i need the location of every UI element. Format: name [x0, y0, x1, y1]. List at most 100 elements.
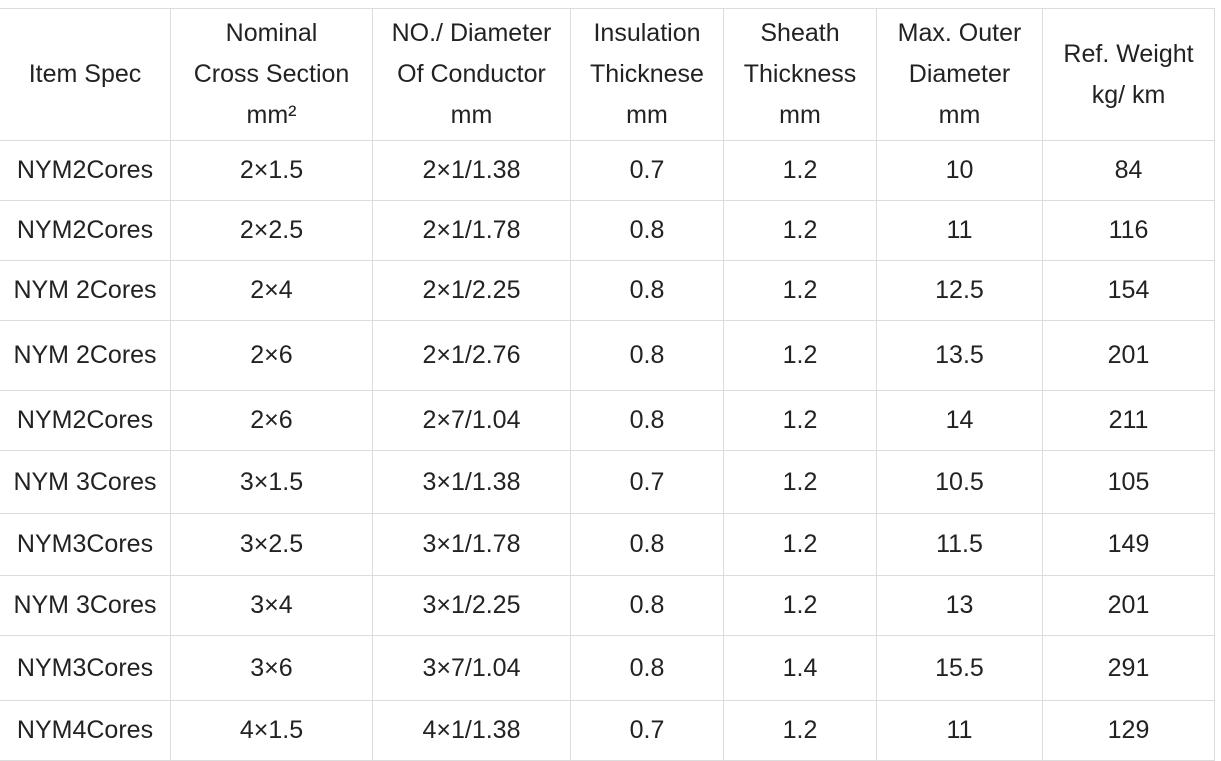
- table-cell: NYM2Cores: [0, 390, 171, 451]
- table-cell: 3×7/1.04: [372, 635, 571, 701]
- header-cell: Item Spec: [0, 8, 171, 141]
- table-cell: 3×1/2.25: [372, 575, 571, 636]
- table-cell: NYM 3Cores: [0, 450, 171, 514]
- table-cell: 1.4: [723, 635, 877, 701]
- table-cell: 2×2.5: [170, 200, 373, 261]
- table-cell: NYM3Cores: [0, 513, 171, 576]
- table-row: NYM 2Cores 2×6 2×1/2.76 0.8 1.2 13.5 201: [0, 320, 1215, 391]
- header-cell: NO./ Diameter Of Conductor mm: [372, 8, 571, 141]
- table-cell: 14: [876, 390, 1043, 451]
- header-cell: Ref. Weight kg/ km: [1042, 8, 1215, 141]
- table-cell: NYM3Cores: [0, 635, 171, 701]
- table-cell: 2×1.5: [170, 140, 373, 201]
- table-cell: 2×1/1.38: [372, 140, 571, 201]
- table-row: NYM2Cores 2×6 2×7/1.04 0.8 1.2 14 211: [0, 390, 1215, 451]
- table-cell: NYM 2Cores: [0, 320, 171, 391]
- table-cell: 149: [1042, 513, 1215, 576]
- table-row: NYM3Cores 3×2.5 3×1/1.78 0.8 1.2 11.5 149: [0, 513, 1215, 576]
- table-cell: 1.2: [723, 140, 877, 201]
- table-row: NYM 3Cores 3×4 3×1/2.25 0.8 1.2 13 201: [0, 575, 1215, 636]
- table-cell: 201: [1042, 320, 1215, 391]
- table-cell: 0.7: [570, 140, 724, 201]
- table-header: Item Spec Nominal Cross Section mm² NO./ Dia…: [0, 8, 1215, 141]
- header-line: Nominal: [225, 19, 318, 47]
- table-cell: 2×4: [170, 260, 373, 321]
- table-cell: 10: [876, 140, 1043, 201]
- header-line: mm: [450, 101, 493, 129]
- header-row: Item Spec Nominal Cross Section mm² NO./ Dia…: [0, 8, 1215, 141]
- table-cell: 1.2: [723, 513, 877, 576]
- table-cell: 0.8: [570, 200, 724, 261]
- table-cell: 1.2: [723, 260, 877, 321]
- table-row: NYM2Cores 2×2.5 2×1/1.78 0.8 1.2 11 116: [0, 200, 1215, 261]
- table-cell: 11: [876, 200, 1043, 261]
- header-line: Thicknese: [590, 60, 704, 88]
- header-line: Max. Outer: [897, 19, 1022, 47]
- header-cell: Max. Outer Diameter mm: [876, 8, 1043, 141]
- table-cell: 1.2: [723, 390, 877, 451]
- table-body: NYM2Cores 2×1.5 2×1/1.38 0.7 1.2 10 84 NYM2Core…: [0, 140, 1215, 761]
- header-line: mm: [626, 101, 668, 129]
- table-cell: 3×2.5: [170, 513, 373, 576]
- header-cell: Nominal Cross Section mm²: [170, 8, 373, 141]
- header-line: Sheath: [760, 19, 840, 47]
- header-line: Of Conductor: [397, 60, 546, 88]
- table-cell: 11: [876, 700, 1043, 761]
- table-cell: 3×1.5: [170, 450, 373, 514]
- table-cell: NYM4Cores: [0, 700, 171, 761]
- header-cell: Insulation Thicknese mm: [570, 8, 724, 141]
- table-cell: 13: [876, 575, 1043, 636]
- table-cell: 84: [1042, 140, 1215, 201]
- table-cell: 154: [1042, 260, 1215, 321]
- table-cell: 3×4: [170, 575, 373, 636]
- table-cell: 0.8: [570, 575, 724, 636]
- table-cell: 13.5: [876, 320, 1043, 391]
- table-row: NYM 3Cores 3×1.5 3×1/1.38 0.7 1.2 10.5 105: [0, 450, 1215, 514]
- table-cell: 11.5: [876, 513, 1043, 576]
- table-cell: 2×1/1.78: [372, 200, 571, 261]
- table-cell: 0.8: [570, 390, 724, 451]
- table-cell: 105: [1042, 450, 1215, 514]
- table-cell: 3×6: [170, 635, 373, 701]
- header-line: kg/ km: [1091, 80, 1166, 109]
- table-cell: 211: [1042, 390, 1215, 451]
- table-cell: 3×1/1.38: [372, 450, 571, 514]
- table-row: NYM 2Cores 2×4 2×1/2.25 0.8 1.2 12.5 154: [0, 260, 1215, 321]
- table-cell: 1.2: [723, 575, 877, 636]
- header-line: mm: [779, 101, 821, 129]
- table-cell: NYM2Cores: [0, 140, 171, 201]
- table-cell: NYM2Cores: [0, 200, 171, 261]
- table-row: NYM2Cores 2×1.5 2×1/1.38 0.7 1.2 10 84: [0, 140, 1215, 201]
- header-line: Insulation: [593, 19, 701, 47]
- table-cell: 4×1/1.38: [372, 700, 571, 761]
- table-cell: NYM 2Cores: [0, 260, 171, 321]
- table-cell: 0.8: [570, 513, 724, 576]
- table-cell: 1.2: [723, 200, 877, 261]
- table-cell: 2×6: [170, 390, 373, 451]
- header-line: mm²: [246, 101, 297, 129]
- table-row: NYM3Cores 3×6 3×7/1.04 0.8 1.4 15.5 291: [0, 635, 1215, 701]
- header-line: Diameter: [908, 60, 1011, 88]
- table-cell: 10.5: [876, 450, 1043, 514]
- table-cell: 0.7: [570, 450, 724, 514]
- table-cell: 291: [1042, 635, 1215, 701]
- table-container: Item Spec Nominal Cross Section mm² NO./ Dia…: [0, 8, 1215, 761]
- table-cell: 0.8: [570, 320, 724, 391]
- header-line: Ref. Weight: [1063, 39, 1194, 68]
- table-cell: NYM 3Cores: [0, 575, 171, 636]
- header-line: Item Spec: [28, 60, 142, 88]
- header-line: Cross Section: [193, 60, 350, 88]
- table-cell: 15.5: [876, 635, 1043, 701]
- header-line: mm: [938, 101, 981, 129]
- table-cell: 116: [1042, 200, 1215, 261]
- header-line: NO./ Diameter: [391, 19, 552, 47]
- table-cell: 3×1/1.78: [372, 513, 571, 576]
- table-cell: 2×6: [170, 320, 373, 391]
- spec-table: Item Spec Nominal Cross Section mm² NO./ Dia…: [0, 8, 1215, 761]
- table-cell: 4×1.5: [170, 700, 373, 761]
- table-cell: 1.2: [723, 450, 877, 514]
- table-cell: 2×1/2.76: [372, 320, 571, 391]
- table-cell: 2×1/2.25: [372, 260, 571, 321]
- table-cell: 1.2: [723, 320, 877, 391]
